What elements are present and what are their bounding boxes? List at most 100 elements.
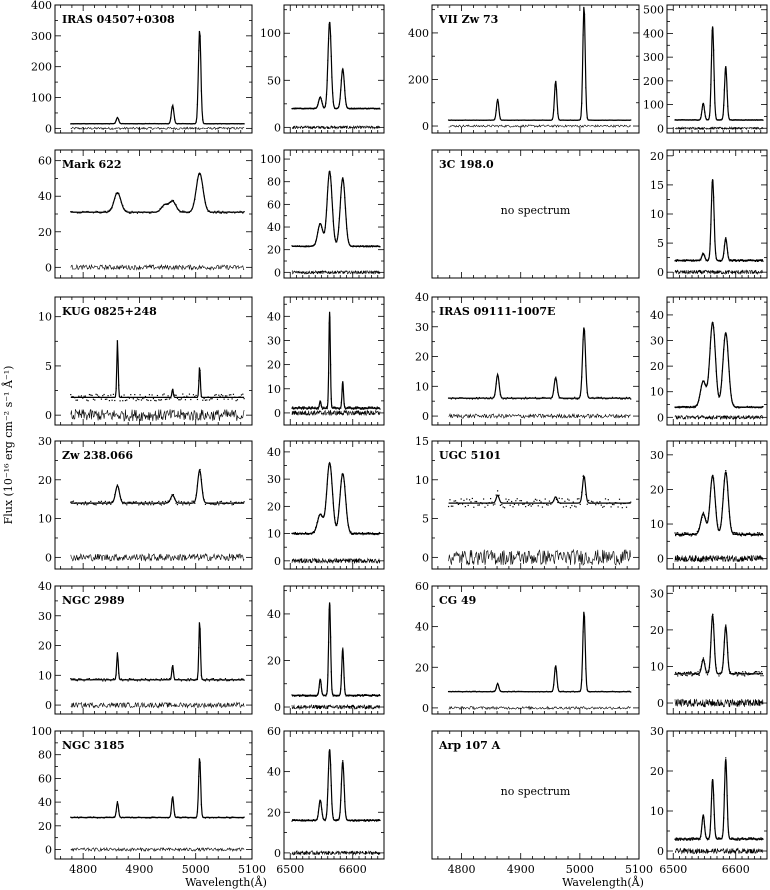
data-point	[583, 330, 586, 332]
data-point	[198, 380, 200, 382]
data-point	[748, 533, 750, 535]
data-point	[155, 817, 157, 819]
data-point	[295, 695, 297, 697]
data-point	[305, 107, 307, 109]
data-point	[481, 691, 483, 693]
data-point	[592, 396, 594, 399]
data-point	[318, 514, 320, 517]
data-point	[211, 678, 213, 680]
data-point	[748, 838, 751, 840]
data-point	[94, 678, 96, 680]
data-point	[332, 406, 334, 409]
data-point	[742, 260, 744, 262]
data-point	[701, 254, 703, 256]
data-point	[293, 694, 295, 697]
data-point	[302, 108, 305, 110]
y-tick-label: 10	[650, 518, 664, 531]
data-point	[301, 407, 303, 409]
data-point	[298, 819, 301, 821]
object-name: IRAS 09111-1007E	[439, 305, 555, 318]
data-point	[336, 407, 338, 409]
data-point	[525, 691, 527, 693]
data-point	[202, 399, 204, 401]
data-point	[731, 837, 733, 839]
data-point	[721, 118, 723, 121]
data-point	[321, 103, 324, 105]
object-name: Arp 107 A	[438, 739, 501, 752]
data-point	[140, 123, 143, 125]
data-point	[491, 398, 493, 400]
data-point	[132, 212, 135, 214]
data-point	[144, 817, 147, 819]
y-tick-label: 80	[38, 749, 52, 762]
data-point	[696, 532, 698, 535]
data-point	[296, 245, 298, 247]
data-point	[329, 764, 332, 766]
data-point	[689, 672, 691, 674]
data-point	[688, 259, 690, 261]
data-point	[242, 678, 244, 680]
data-point	[230, 679, 232, 681]
data-point	[691, 675, 693, 677]
data-point	[358, 532, 360, 534]
data-point	[95, 504, 97, 506]
data-point	[235, 211, 237, 213]
data-point	[700, 389, 702, 391]
data-point	[690, 838, 692, 840]
data-point	[733, 259, 736, 261]
data-point	[337, 818, 339, 821]
data-point	[363, 408, 365, 410]
data-point	[680, 837, 682, 839]
data-point	[336, 238, 338, 240]
data-point	[203, 499, 205, 501]
data-point	[238, 678, 240, 680]
data-point	[717, 524, 719, 526]
data-point	[682, 259, 684, 261]
data-point	[683, 260, 685, 262]
data-point	[711, 615, 713, 618]
data-point	[702, 380, 704, 382]
data-point	[378, 108, 380, 110]
data-point	[459, 397, 461, 399]
data-point	[127, 211, 129, 213]
data-point	[163, 203, 165, 206]
data-point	[306, 533, 308, 535]
data-point	[699, 669, 701, 671]
data-point	[489, 396, 492, 399]
data-point	[751, 119, 753, 121]
data-point	[74, 678, 76, 680]
data-point	[712, 180, 714, 182]
data-point	[321, 226, 323, 229]
data-point	[713, 639, 715, 641]
data-point	[365, 407, 368, 410]
data-point	[124, 123, 127, 125]
data-point	[122, 122, 124, 125]
data-point	[734, 532, 736, 534]
data-point	[511, 119, 513, 121]
data-point	[348, 243, 351, 246]
data-point	[75, 816, 77, 819]
data-point	[681, 405, 684, 408]
data-point	[754, 838, 757, 841]
data-point	[344, 207, 347, 209]
data-point	[131, 210, 133, 213]
y-tick-label: 60	[38, 772, 52, 785]
data-point	[733, 531, 735, 534]
data-point	[174, 394, 176, 396]
data-point	[613, 397, 615, 399]
data-point	[747, 532, 749, 535]
data-point	[171, 199, 173, 201]
data-point	[90, 679, 92, 681]
data-point	[359, 819, 361, 821]
data-point	[170, 498, 172, 500]
data-point	[134, 501, 136, 503]
data-point	[759, 119, 761, 121]
data-point	[680, 406, 682, 408]
data-point	[504, 397, 506, 399]
data-point	[98, 395, 100, 398]
data-point	[345, 103, 347, 106]
data-point	[207, 816, 209, 818]
data-point	[374, 107, 376, 110]
data-point	[590, 691, 593, 693]
data-point	[156, 394, 159, 397]
